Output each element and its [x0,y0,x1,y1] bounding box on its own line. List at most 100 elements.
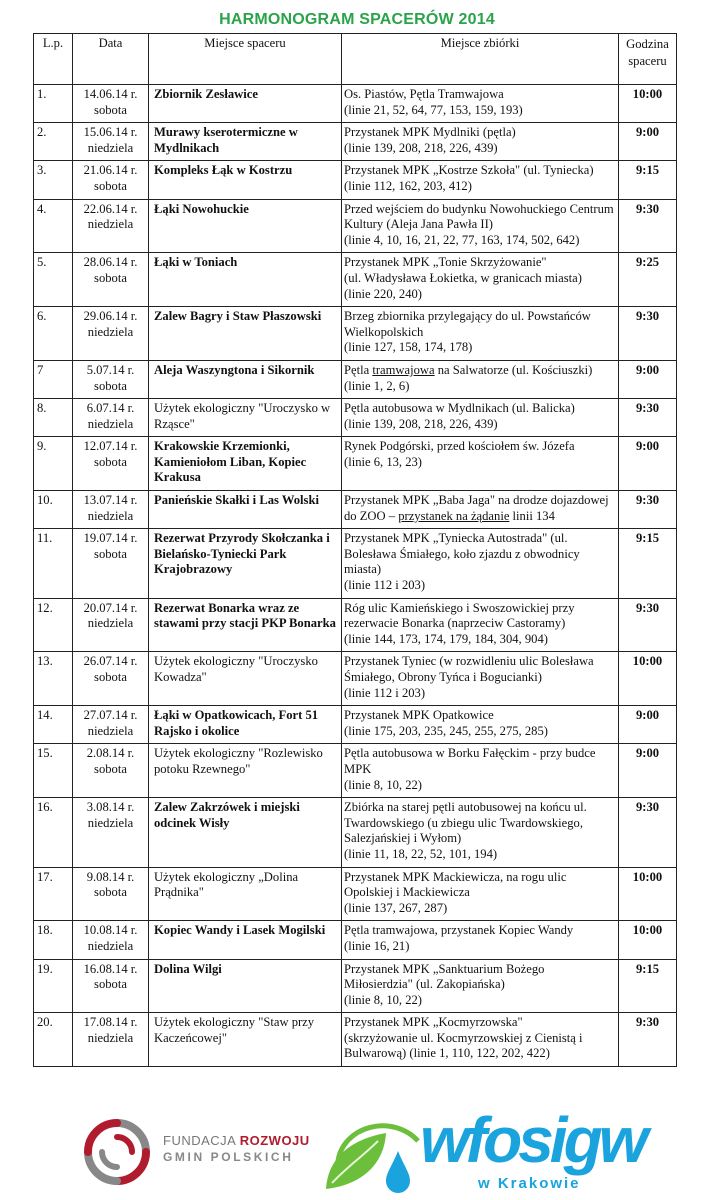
meeting-line: Przystanek MPK „Kocmyrzowska" [344,1015,523,1030]
meeting-place: Pętla tramwajowa, przystanek Kopiec Wand… [341,920,619,960]
walk-place: Aleja Waszyngtona i Sikornik [148,359,342,400]
meeting-place: Róg ulic Kamieńskiego i Swoszowickiej pr… [341,597,619,653]
row-number: 19. [33,958,73,1014]
date-value: 16.08.14 r. [83,961,138,976]
walk-place: Kompleks Łąk w Kostrzu [148,160,342,200]
meeting-line: Róg ulic Kamieńskiego i Swoszowickiej pr… [344,600,575,631]
date-value: 19.07.14 r. [83,531,138,546]
day-name: niedziela [87,815,134,830]
date-value: 21.06.14 r. [83,163,138,178]
leaf-drop-icon [326,1123,420,1193]
meeting-place: Przystanek MPK „Kocmyrzowska" (skrzyżowan… [341,1012,619,1068]
fundacja-line1-red: ROZWOJU [239,1133,310,1148]
walk-place: Murawy kserotermiczne w Mydlnikach [148,122,342,162]
walk-place: Użytek ekologiczny "Staw przy Kaczeńcowe… [148,1012,342,1068]
date-value: 13.07.14 r. [83,493,138,508]
meeting-line: Przed wejściem do budynku Nowohuckiego C… [344,201,614,232]
wfosigw-logo-text: wfosigw [420,1104,648,1176]
meeting-place: Przystanek MPK „Sanktuarium Bożego Miłos… [341,958,619,1014]
row-date: 29.06.14 r. niedziela [72,306,149,361]
meeting-place: Przystanek MPK Opatkowice (linie 175, 203… [341,705,619,745]
row-date: 20.07.14 r. niedziela [72,597,149,653]
meeting-line: Przystanek MPK „Tyniecka Autostrada" (ul… [344,531,580,577]
row-date: 2.08.14 r. sobota [72,743,149,799]
table-row: 11. 19.07.14 r. sobota Rezerwat Przyrody Sk… [33,528,677,599]
row-date: 12.07.14 r. sobota [72,436,149,492]
date-value: 6.07.14 r. [86,401,135,416]
row-date: 14.06.14 r. sobota [72,83,149,124]
meeting-line: Brzeg zbiornika przylegający do ul. Pows… [344,309,591,339]
table-row: 1. 14.06.14 r. sobota Zbiornik Zesławice Os.… [33,83,677,124]
row-number: 20. [33,1012,73,1068]
fundacja-line1: FUNDACJA [163,1133,240,1148]
meeting-line: (linie 8, 10, 22) [344,992,422,1007]
meeting-text: Pętla [344,362,373,377]
meeting-line: (linie 21, 52, 64, 77, 153, 159, 193) [344,102,523,117]
day-name: sobota [94,546,127,561]
walk-time: 9:30 [618,1012,677,1068]
meeting-line: (linie 127, 158, 174, 178) [344,340,473,355]
table-row: 16. 3.08.14 r. niedziela Zalew Zakrzówek i … [33,797,677,868]
row-date: 26.07.14 r. sobota [72,651,149,707]
row-date: 10.08.14 r. niedziela [72,920,149,960]
day-name: sobota [94,378,127,393]
meeting-line: Przystanek MPK Opatkowice [344,708,494,723]
wfosigw-subtitle: w Krakowie [478,1175,581,1192]
row-number: 14. [33,705,73,745]
meeting-line: Pętla tramwajowa na Salwatorze (ul. Kośc… [344,363,615,379]
day-name: sobota [94,761,127,776]
date-value: 12.07.14 r. [83,439,138,454]
meeting-place: Przystanek MPK „Baba Jaga" na drodze doj… [341,490,619,530]
walk-time: 9:00 [618,436,677,492]
walk-time: 9:30 [618,597,677,653]
date-value: 29.06.14 r. [83,309,138,324]
walk-place: Użytek ekologiczny "Uroczysko w Rząsce" [148,398,342,438]
day-name: niedziela [87,217,134,232]
walk-time: 9:30 [618,797,677,868]
meeting-line: Przystanek MPK „Tonie Skrzyżowanie" [344,255,547,270]
table-row: 10. 13.07.14 r. niedziela Panieńskie Skałki… [33,490,677,530]
table-row: 17. 9.08.14 r. sobota Użytek ekologiczny „D… [33,866,677,922]
meeting-place: Przystanek MPK „Tonie Skrzyżowanie" (ul. … [341,252,619,308]
row-number: 4. [33,198,73,254]
meeting-line: (linie 220, 240) [344,286,422,301]
day-name: niedziela [87,508,134,523]
meeting-line: Przystanek MPK „Kostrze Szkoła" (ul. Tyn… [344,163,594,178]
day-name: niedziela [87,1030,134,1045]
row-date: 13.07.14 r. niedziela [72,490,149,530]
meeting-line: (linie 137, 267, 287) [344,900,448,915]
header-meeting: Miejsce zbiórki [341,33,619,85]
row-number: 9. [33,436,73,492]
meeting-text: na Salwatorze (ul. Kościuszki) [434,362,593,377]
row-number: 17. [33,866,73,922]
header-date: Data [72,33,149,85]
row-date: 6.07.14 r. niedziela [72,398,149,438]
meeting-line: (linie 11, 18, 22, 52, 101, 194) [344,846,498,861]
table-row: 8. 6.07.14 r. niedziela Użytek ekologiczny … [33,398,677,438]
table-row: 20. 17.08.14 r. niedziela Użytek ekologiczn… [33,1012,677,1068]
row-date: 27.07.14 r. niedziela [72,705,149,745]
row-number: 2. [33,122,73,162]
header-lp: L.p. [33,33,73,85]
walk-place: Zalew Bagry i Staw Płaszowski [148,306,342,361]
row-date: 16.08.14 r. sobota [72,958,149,1014]
table-row: 13. 26.07.14 r. sobota Użytek ekologiczny "… [33,651,677,707]
meeting-line: (linie 6, 13, 23) [344,454,422,469]
table-header-row: L.p. Data Miejsce spaceru Miejsce zbiórk… [33,33,677,85]
walk-place: Łąki Nowohuckie [148,198,342,254]
meeting-line: Rynek Podgórski, przed kościołem św. Józ… [344,439,575,454]
underlined-text: przystanek na żądanie [398,508,510,523]
meeting-place: Przystanek MPK „Tyniecka Autostrada" (ul… [341,528,619,599]
row-date: 22.06.14 r. niedziela [72,198,149,254]
date-value: 22.06.14 r. [83,201,138,216]
table-row: 3. 21.06.14 r. sobota Kompleks Łąk w Kostrz… [33,160,677,200]
row-number: 12. [33,597,73,653]
header-place: Miejsce spaceru [148,33,342,85]
fundacja-logo-icon [84,1119,150,1185]
walk-place: Dolina Wilgi [148,958,342,1014]
meeting-line: (linie 112 i 203) [344,685,426,700]
meeting-place: Przystanek MPK Mackiewicza, na rogu ulic… [341,866,619,922]
meeting-text: linii 134 [509,508,555,523]
table-row: 2. 15.06.14 r. niedziela Murawy kserotermic… [33,122,677,162]
sponsor-logos: FUNDACJA ROZWOJU GMIN POLSKICH wfosigw w… [0,1105,714,1200]
